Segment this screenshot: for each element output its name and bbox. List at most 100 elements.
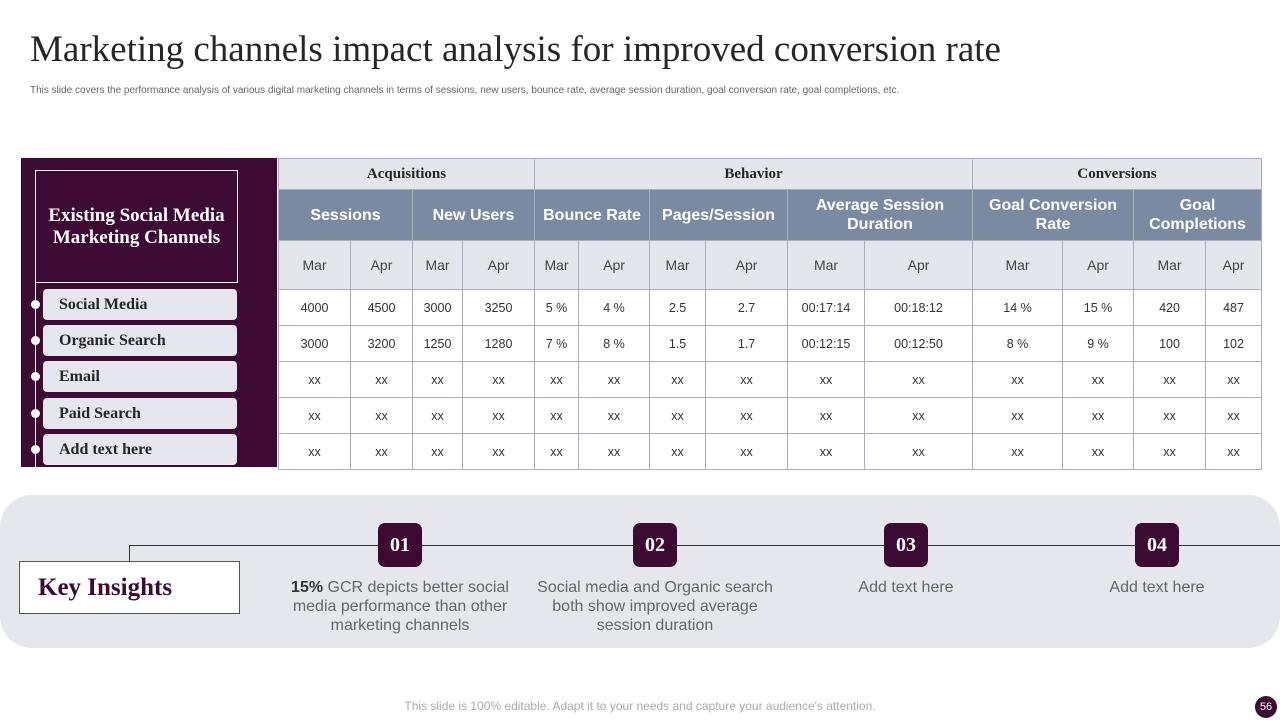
channel-add-text: Add text here <box>43 434 237 465</box>
table-cell: xx <box>1063 398 1134 434</box>
table-cell: 00:18:12 <box>865 290 973 326</box>
insight-body: Add text here <box>858 579 953 596</box>
insight-body: GCR depicts better social media performa… <box>293 579 509 634</box>
table-cell: xx <box>706 398 788 434</box>
table-cell: 8 % <box>973 326 1063 362</box>
month-header: Apr <box>1063 241 1134 290</box>
table-cell: xx <box>463 362 535 398</box>
table-cell: 3000 <box>279 326 351 362</box>
table-cell: xx <box>706 362 788 398</box>
slide-title: Marketing channels impact analysis for i… <box>30 28 1001 71</box>
table-cell: 100 <box>1134 326 1206 362</box>
table-cell: xx <box>535 362 579 398</box>
table-cell: xx <box>865 398 973 434</box>
metric-bounce-rate: Bounce Rate <box>535 190 650 241</box>
insight-number-badge: 01 <box>378 523 422 567</box>
table-row: xx xx xx xx xx xx xx xx xx xx xx xx xx x… <box>279 362 1262 398</box>
channel-bullet <box>31 336 40 345</box>
month-header: Mar <box>413 241 463 290</box>
table-cell: xx <box>973 398 1063 434</box>
insight-body: Social media and Organic search both sho… <box>537 579 773 634</box>
table-cell: 1.5 <box>650 326 706 362</box>
channels-panel: Existing Social Media Marketing Channels… <box>21 158 277 467</box>
table-cell: xx <box>1206 434 1262 470</box>
table-cell: 00:12:15 <box>788 326 865 362</box>
table-cell: 5 % <box>535 290 579 326</box>
insight-number-badge: 04 <box>1135 523 1179 567</box>
footer-note: This slide is 100% editable. Adapt it to… <box>0 699 1280 713</box>
table-cell: 1.7 <box>706 326 788 362</box>
insight-number-badge: 02 <box>633 523 677 567</box>
metric-goal-completions: Goal Completions <box>1134 190 1262 241</box>
insight-highlight: 15% <box>291 579 323 596</box>
table-cell: xx <box>535 398 579 434</box>
insight-text: 15% GCR depicts better social media perf… <box>280 578 520 635</box>
table-cell: 102 <box>1206 326 1262 362</box>
table-cell: xx <box>650 362 706 398</box>
table-cell: xx <box>579 434 650 470</box>
table-row: 4000 4500 3000 3250 5 % 4 % 2.5 2.7 00:1… <box>279 290 1262 326</box>
table-cell: xx <box>279 362 351 398</box>
table-cell: xx <box>279 398 351 434</box>
channel-email: Email <box>43 361 237 392</box>
month-header: Apr <box>351 241 413 290</box>
month-header: Mar <box>1134 241 1206 290</box>
table-row: xx xx xx xx xx xx xx xx xx xx xx xx xx x… <box>279 398 1262 434</box>
table-cell: xx <box>650 434 706 470</box>
slide-subtitle: This slide covers the performance analys… <box>30 85 899 96</box>
table-row: xx xx xx xx xx xx xx xx xx xx xx xx xx x… <box>279 434 1262 470</box>
month-header: Mar <box>279 241 351 290</box>
table-cell: xx <box>788 398 865 434</box>
table-cell: 420 <box>1134 290 1206 326</box>
table-cell: xx <box>279 434 351 470</box>
table-cell: 9 % <box>1063 326 1134 362</box>
insight-text: Add text here <box>836 578 976 597</box>
table-cell: xx <box>1206 362 1262 398</box>
table-cell: xx <box>650 398 706 434</box>
table-cell: 2.5 <box>650 290 706 326</box>
table-cell: xx <box>351 362 413 398</box>
insights-timeline-line <box>129 545 1280 546</box>
channels-header: Existing Social Media Marketing Channels <box>35 170 238 283</box>
month-header: Apr <box>463 241 535 290</box>
table-cell: 1250 <box>413 326 463 362</box>
table-cell: xx <box>1063 434 1134 470</box>
page-number: 56 <box>1255 696 1277 718</box>
table-cell: xx <box>463 434 535 470</box>
table-cell: 3200 <box>351 326 413 362</box>
table-cell: 14 % <box>973 290 1063 326</box>
table-cell: xx <box>1206 398 1262 434</box>
table-cell: xx <box>413 362 463 398</box>
metrics-table: Acquisitions Behavior Conversions Sessio… <box>278 158 1262 470</box>
channel-bullet <box>31 445 40 454</box>
month-header: Mar <box>535 241 579 290</box>
channel-bullet <box>31 409 40 418</box>
month-header: Mar <box>973 241 1063 290</box>
table-cell: 8 % <box>579 326 650 362</box>
table-cell: xx <box>413 398 463 434</box>
table-cell: xx <box>413 434 463 470</box>
table-cell: xx <box>463 398 535 434</box>
group-conversions: Conversions <box>973 159 1262 190</box>
table-cell: xx <box>865 434 973 470</box>
metric-sessions: Sessions <box>279 190 413 241</box>
group-acquisitions: Acquisitions <box>279 159 535 190</box>
metric-avg-session-duration: Average Session Duration <box>788 190 973 241</box>
table-cell: 00:17:14 <box>788 290 865 326</box>
metric-goal-conversion-rate: Goal Conversion Rate <box>973 190 1134 241</box>
table-row: 3000 3200 1250 1280 7 % 8 % 1.5 1.7 00:1… <box>279 326 1262 362</box>
table-cell: xx <box>865 362 973 398</box>
month-header: Mar <box>788 241 865 290</box>
table-cell: xx <box>1134 398 1206 434</box>
table-cell: xx <box>973 362 1063 398</box>
channel-paid-search: Paid Search <box>43 398 237 429</box>
insight-number-badge: 03 <box>884 523 928 567</box>
channel-bullet <box>31 372 40 381</box>
insight-text: Add text here <box>1087 578 1227 597</box>
key-insights-label: Key Insights <box>19 561 240 614</box>
table-cell: xx <box>351 398 413 434</box>
table-cell: xx <box>788 362 865 398</box>
table-cell: 4500 <box>351 290 413 326</box>
month-header: Apr <box>865 241 973 290</box>
table-cell: xx <box>1134 434 1206 470</box>
